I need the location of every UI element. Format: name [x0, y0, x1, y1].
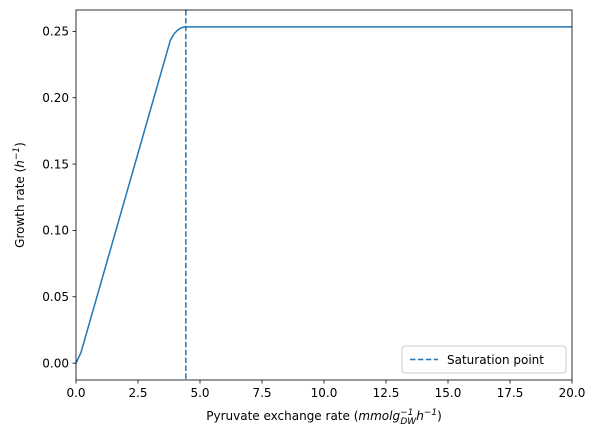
x-tick-label: 5.0 — [190, 386, 209, 400]
x-tick-label: 2.5 — [128, 386, 147, 400]
x-axis-label-sup-h: −1 — [424, 408, 437, 418]
y-axis-label-unit: h — [13, 160, 27, 168]
x-axis-label-unit-h: h — [416, 409, 424, 423]
x-tick-label: 12.5 — [373, 386, 400, 400]
legend: Saturation point — [401, 345, 567, 374]
x-axis-label-unit: mmolg — [358, 409, 400, 423]
x-tick-label: 17.5 — [497, 386, 524, 400]
plot-area — [76, 10, 572, 380]
x-tick-label: 7.5 — [252, 386, 271, 400]
legend-box — [401, 345, 567, 374]
y-axis-label-text: Growth rate ( — [13, 168, 27, 248]
y-tick-label: 0.20 — [42, 91, 69, 105]
x-axis-label-close: ) — [437, 409, 442, 423]
y-tick-label: 0.10 — [42, 224, 69, 238]
y-axis: 0.00 0.05 0.10 0.15 0.20 0.25 — [42, 25, 76, 370]
series-line-0 — [76, 26, 572, 365]
y-tick-label: 0.25 — [42, 25, 69, 39]
x-tick-label: 10.0 — [311, 386, 338, 400]
y-axis-label: Growth rate (h−1) — [12, 142, 27, 248]
y-tick-label: 0.15 — [42, 157, 69, 171]
x-axis-label-text: Pyruvate exchange rate ( — [206, 409, 358, 423]
x-tick-label: 20.0 — [559, 386, 586, 400]
y-tick-label: 0.05 — [42, 290, 69, 304]
x-axis-label-sub: DW — [400, 417, 417, 427]
y-axis-label-sup: −1 — [12, 147, 22, 160]
x-axis-label-sup: −1 — [400, 408, 413, 418]
x-axis: 0.0 2.5 5.0 7.5 10.0 12.5 15.0 17.5 20.0 — [66, 380, 585, 400]
x-tick-label: 0.0 — [66, 386, 85, 400]
x-axis-label: Pyruvate exchange rate (mmolg−1 DWh−1) — [206, 408, 442, 427]
legend-label-saturation-point: Saturation point — [447, 353, 544, 367]
x-tick-label: 15.0 — [435, 386, 462, 400]
y-axis-label-close: ) — [13, 142, 27, 147]
y-tick-label: 0.00 — [42, 356, 69, 370]
